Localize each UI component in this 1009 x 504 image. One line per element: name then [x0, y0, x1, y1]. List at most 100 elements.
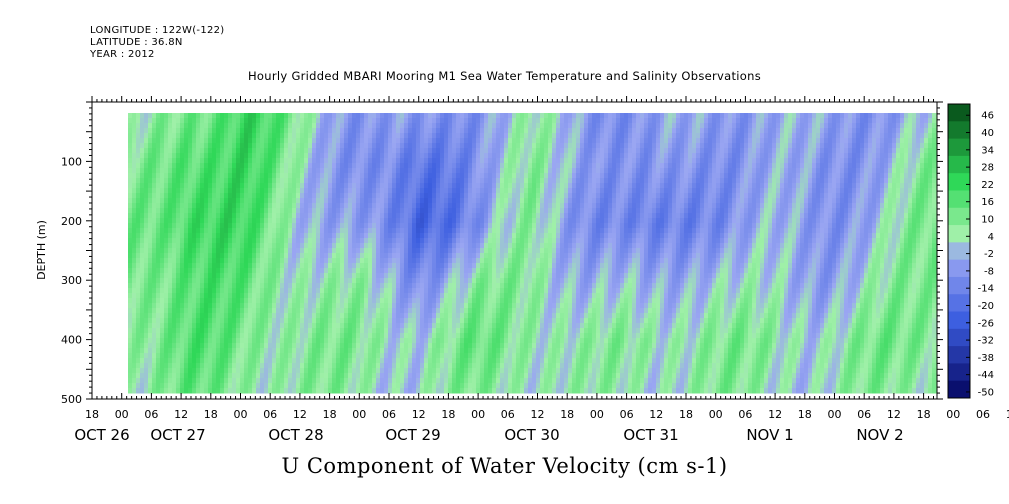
- heatmap-cell: [136, 363, 141, 369]
- heatmap-cell: [136, 318, 141, 324]
- heatmap-cell: [172, 268, 177, 274]
- heatmap-cell: [324, 158, 329, 164]
- heatmap-cell: [208, 213, 213, 219]
- heatmap-cell: [200, 118, 205, 124]
- heatmap-cell: [268, 353, 273, 359]
- heatmap-cell: [336, 228, 341, 234]
- heatmap-cell: [352, 383, 357, 389]
- heatmap-cell: [284, 153, 289, 159]
- heatmap-cell: [300, 323, 305, 329]
- heatmap-cell: [456, 248, 461, 254]
- heatmap-cell: [324, 373, 329, 379]
- heatmap-cell: [380, 153, 385, 159]
- heatmap-cell: [356, 298, 361, 304]
- heatmap-cell: [132, 323, 137, 329]
- heatmap-cell: [296, 228, 301, 234]
- heatmap-cell: [192, 253, 197, 259]
- heatmap-cell: [296, 258, 301, 264]
- heatmap-cell: [292, 158, 297, 164]
- heatmap-cell: [200, 383, 205, 389]
- heatmap-cell: [424, 333, 429, 339]
- heatmap-cell: [348, 298, 353, 304]
- heatmap-cell: [476, 328, 481, 334]
- heatmap-cell: [228, 318, 233, 324]
- heatmap-cell: [432, 168, 437, 174]
- heatmap-cell: [476, 183, 481, 189]
- heatmap-cell: [388, 178, 393, 184]
- heatmap-cell: [128, 208, 133, 214]
- heatmap-cell: [128, 303, 133, 309]
- heatmap-cell: [268, 343, 273, 349]
- heatmap-cell: [164, 178, 169, 184]
- heatmap-cell: [188, 133, 193, 139]
- heatmap-cell: [168, 203, 173, 209]
- heatmap-cell: [312, 228, 317, 234]
- heatmap-cell: [420, 343, 425, 349]
- heatmap-cell: [296, 143, 301, 149]
- heatmap-cell: [240, 118, 245, 124]
- heatmap-cell: [440, 143, 445, 149]
- heatmap-cell: [368, 163, 373, 169]
- heatmap-cell: [232, 353, 237, 359]
- heatmap-cell: [232, 368, 237, 374]
- heatmap-cell: [400, 158, 405, 164]
- heatmap-cell: [224, 123, 229, 129]
- heatmap-cell: [404, 213, 409, 219]
- heatmap-cell: [172, 253, 177, 259]
- heatmap-cell: [240, 123, 245, 129]
- heatmap-cell: [196, 198, 201, 204]
- heatmap-cell: [404, 163, 409, 169]
- heatmap-cell: [460, 163, 465, 169]
- heatmap-cell: [168, 288, 173, 294]
- heatmap-cell: [324, 143, 329, 149]
- heatmap-cell: [336, 153, 341, 159]
- heatmap-cell: [428, 388, 433, 394]
- heatmap-cell: [432, 318, 437, 324]
- heatmap-cell: [144, 143, 149, 149]
- heatmap-cell: [376, 333, 381, 339]
- heatmap-cell: [344, 153, 349, 159]
- heatmap-cell: [188, 283, 193, 289]
- heatmap-cell: [304, 168, 309, 174]
- heatmap-cell: [304, 258, 309, 264]
- heatmap-cell: [148, 198, 153, 204]
- heatmap-cell: [260, 338, 265, 344]
- heatmap-cell: [360, 148, 365, 154]
- heatmap-cell: [296, 328, 301, 334]
- heatmap-cell: [368, 318, 373, 324]
- heatmap-cell: [268, 278, 273, 284]
- heatmap-cell: [188, 298, 193, 304]
- heatmap-cell: [476, 338, 481, 344]
- heatmap-cell: [348, 283, 353, 289]
- heatmap-cell: [456, 243, 461, 249]
- heatmap-cell: [192, 113, 197, 119]
- heatmap-cell: [148, 203, 153, 209]
- heatmap-cell: [396, 208, 401, 214]
- heatmap-cell: [328, 243, 333, 249]
- heatmap-cell: [264, 193, 269, 199]
- heatmap-cell: [264, 163, 269, 169]
- heatmap-cell: [316, 158, 321, 164]
- heatmap-cell: [196, 288, 201, 294]
- heatmap-cell: [128, 288, 133, 294]
- heatmap-cell: [200, 198, 205, 204]
- heatmap-cell: [252, 193, 257, 199]
- heatmap-cell: [248, 378, 253, 384]
- heatmap-cell: [320, 183, 325, 189]
- heatmap-cell: [172, 333, 177, 339]
- heatmap-cell: [156, 303, 161, 309]
- heatmap-cell: [172, 298, 177, 304]
- heatmap-cell: [364, 223, 369, 229]
- heatmap-cell: [368, 143, 373, 149]
- heatmap-cell: [308, 143, 313, 149]
- heatmap-cell: [332, 158, 337, 164]
- heatmap-cell: [476, 363, 481, 369]
- heatmap-cell: [356, 258, 361, 264]
- heatmap-cell: [440, 243, 445, 249]
- heatmap-cell: [164, 133, 169, 139]
- heatmap-cell: [356, 313, 361, 319]
- heatmap-cell: [140, 223, 145, 229]
- heatmap-cell: [236, 323, 241, 329]
- heatmap-cell: [364, 188, 369, 194]
- heatmap-cell: [300, 343, 305, 349]
